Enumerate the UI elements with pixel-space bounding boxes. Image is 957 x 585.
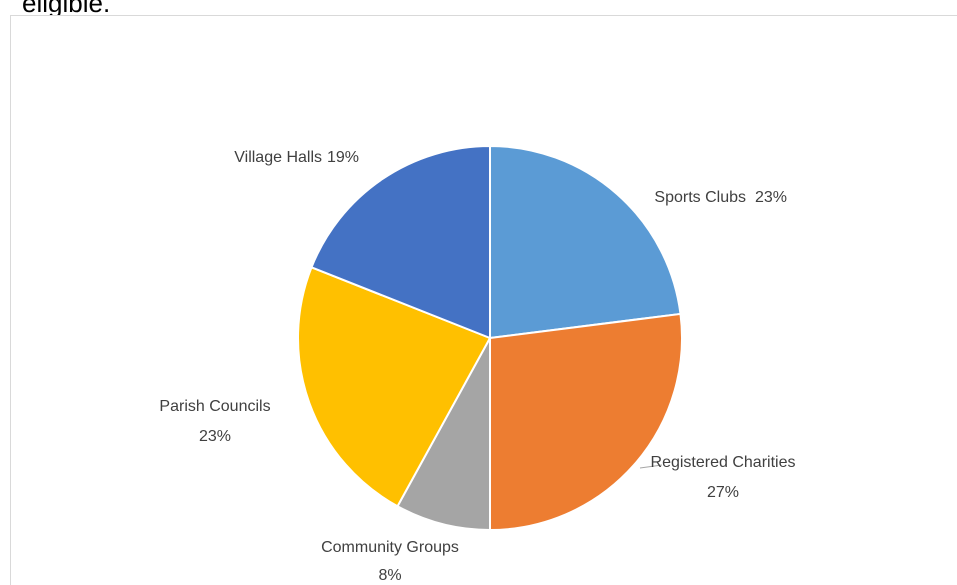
leader-line (639, 464, 663, 469)
slice-label: Community Groups (321, 539, 459, 556)
slice-label: Village Halls (234, 149, 322, 166)
value-label: 27% (707, 484, 739, 501)
slice-label: Registered Charities (651, 454, 796, 471)
slice-label: Sports Clubs (654, 189, 746, 206)
pie-slice (489, 312, 683, 532)
pie-slice (489, 144, 682, 340)
pie-slice (310, 144, 491, 340)
pie-slice (396, 337, 491, 532)
caption-text: eligible. (22, 0, 110, 18)
value-label: 8% (378, 567, 401, 584)
value-label: 23% (755, 189, 787, 206)
slice-label: Parish Councils (159, 398, 270, 415)
value-label: 19% (327, 149, 359, 166)
pie-slice (297, 266, 492, 508)
value-label: 23% (199, 428, 231, 445)
